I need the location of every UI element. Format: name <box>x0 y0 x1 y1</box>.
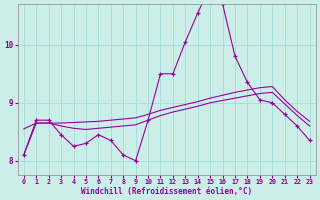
X-axis label: Windchill (Refroidissement éolien,°C): Windchill (Refroidissement éolien,°C) <box>81 187 252 196</box>
